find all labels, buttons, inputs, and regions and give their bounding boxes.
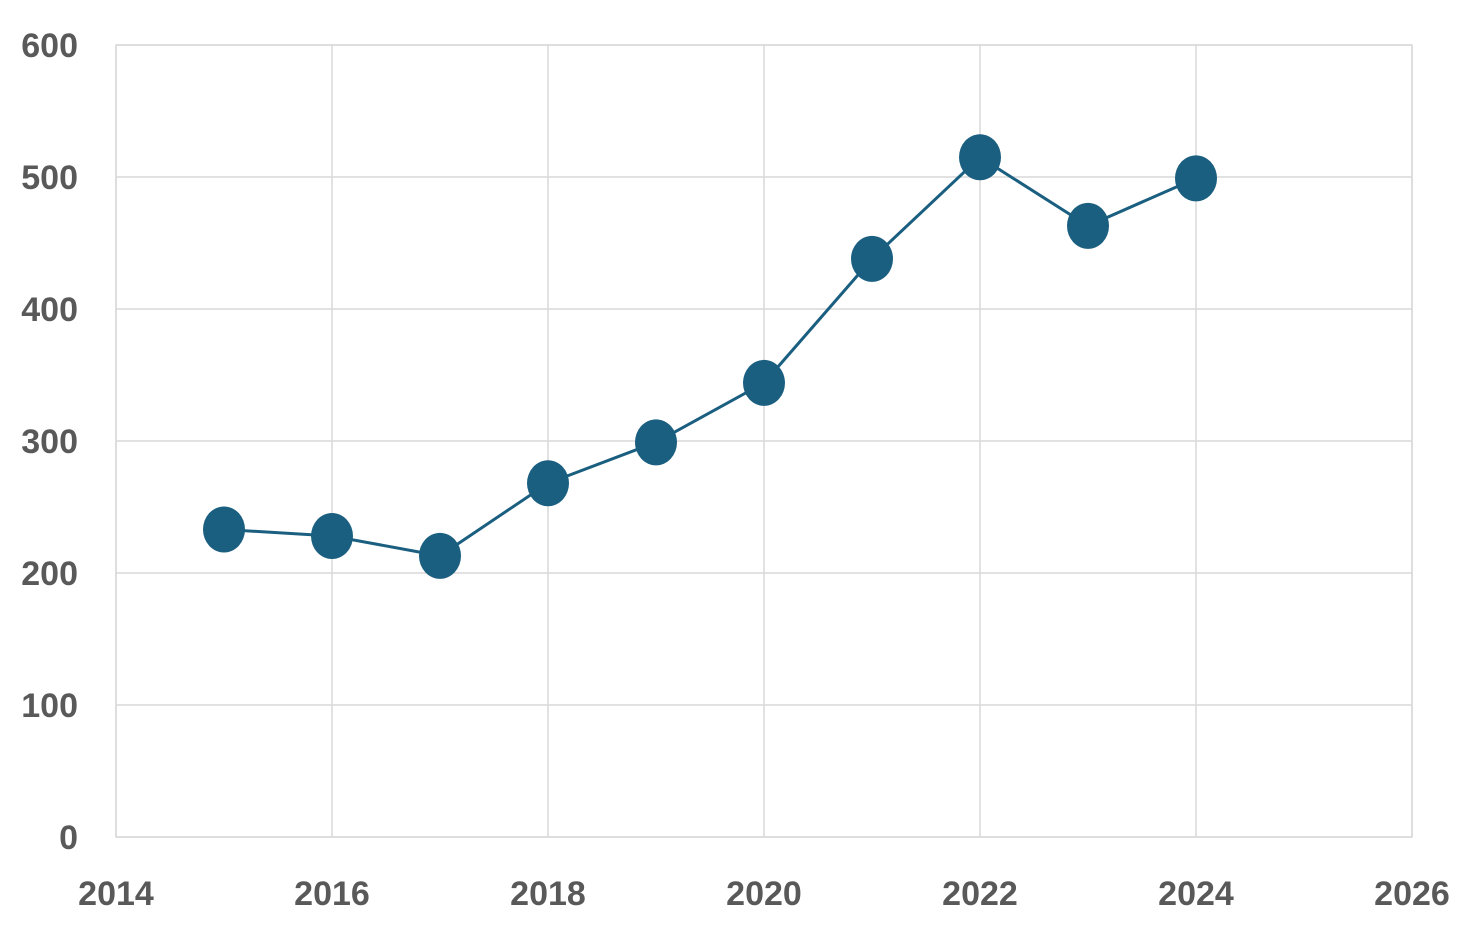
data-point-2023 [1067, 202, 1109, 249]
plot-area-frame [115, 44, 1413, 838]
y-tick-label: 300 [21, 423, 78, 461]
grid [115, 44, 1413, 838]
x-tick-label: 2022 [942, 875, 1018, 913]
series-line [223, 155, 1197, 558]
y-tick-label: 400 [21, 291, 78, 329]
series-group [203, 134, 1217, 579]
y-tick-label: 500 [21, 159, 78, 197]
y-tick-label: 200 [21, 555, 78, 593]
x-tick-label: 2020 [726, 875, 802, 913]
y-tick-label: 0 [59, 819, 78, 857]
data-point-2016 [311, 513, 353, 560]
data-point-2018 [527, 460, 569, 507]
y-tick-label: 100 [21, 687, 78, 725]
x-axis-tick-labels: 2014 2016 2018 2020 2022 2024 2026 [78, 875, 1450, 913]
y-tick-label: 600 [21, 27, 78, 65]
data-point-2022 [959, 134, 1001, 181]
x-tick-label: 2026 [1374, 875, 1450, 913]
data-point-2021 [851, 235, 893, 282]
x-tick-label: 2024 [1158, 875, 1234, 913]
data-point-2019 [635, 419, 677, 466]
data-point-2020 [743, 359, 785, 406]
y-axis-tick-labels: 0 100 200 300 400 500 600 [21, 27, 78, 857]
data-point-2024 [1175, 155, 1217, 202]
x-tick-label: 2016 [294, 875, 370, 913]
data-point-2017 [419, 532, 461, 579]
data-point-2015 [203, 506, 245, 553]
x-tick-label: 2014 [78, 875, 154, 913]
x-tick-label: 2018 [510, 875, 586, 913]
